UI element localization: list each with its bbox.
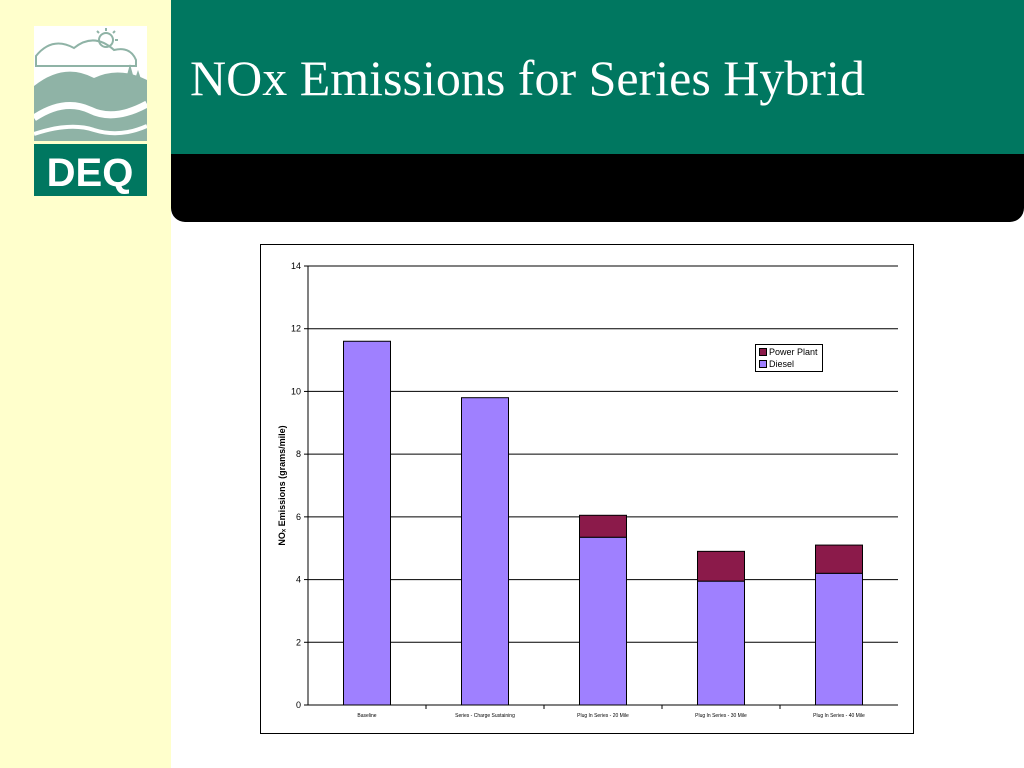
bar-diesel-2 xyxy=(579,536,627,706)
bar-diesel-4 xyxy=(815,572,863,706)
deq-logo: DEQ xyxy=(34,26,147,196)
y-tick-label-6: 12 xyxy=(291,324,301,334)
legend-item-power-plant: Power Plant xyxy=(759,346,818,358)
legend-swatch-power-plant xyxy=(759,348,767,356)
y-tick-label-5: 10 xyxy=(291,386,301,396)
bar-diesel-3 xyxy=(697,580,745,706)
logo-text: DEQ xyxy=(47,151,134,195)
x-tick-label-0: Baseline xyxy=(357,713,376,719)
y-tick-label-3: 6 xyxy=(296,512,301,522)
x-tick-label-1: Series - Charge Sustaining xyxy=(455,713,515,719)
x-tick-label-3: Plug In Series - 30 Mile xyxy=(695,713,747,719)
bar-power-plant-2 xyxy=(579,514,627,538)
chart: 0 2 4 6 8 10 12 14 NOₓ Emissions (grams/mile) Bas… xyxy=(277,261,898,719)
bar-diesel-1 xyxy=(461,397,509,706)
legend-label-diesel: Diesel xyxy=(769,359,795,369)
slide-title: NOx Emissions for Series Hybrid xyxy=(190,50,865,106)
y-axis-label: NOₓ Emissions (grams/mile) xyxy=(277,425,287,545)
y-tick-label-2: 4 xyxy=(296,575,301,585)
title-underline-band xyxy=(171,154,1024,222)
legend-swatch-diesel xyxy=(759,360,767,368)
bar-power-plant-4 xyxy=(815,544,863,574)
y-tick-label-4: 8 xyxy=(296,449,301,459)
title-band xyxy=(171,0,1024,154)
bar-diesel-0 xyxy=(343,340,391,706)
y-tick-label-7: 14 xyxy=(291,261,301,271)
x-tick-label-4: Plug In Series - 40 Mile xyxy=(813,713,865,719)
chart-legend: Power Plant Diesel xyxy=(755,344,823,372)
y-tick-label-1: 2 xyxy=(296,637,301,647)
chart-frame: 0 2 4 6 8 10 12 14 NOₓ Emissions (grams/mile) Bas… xyxy=(260,244,914,734)
y-tick-label-0: 0 xyxy=(296,700,301,710)
bar-power-plant-3 xyxy=(697,550,745,582)
legend-label-power-plant: Power Plant xyxy=(769,347,818,357)
legend-item-diesel: Diesel xyxy=(759,358,818,370)
x-tick-label-2: Plug In Series - 20 Mile xyxy=(577,713,629,719)
